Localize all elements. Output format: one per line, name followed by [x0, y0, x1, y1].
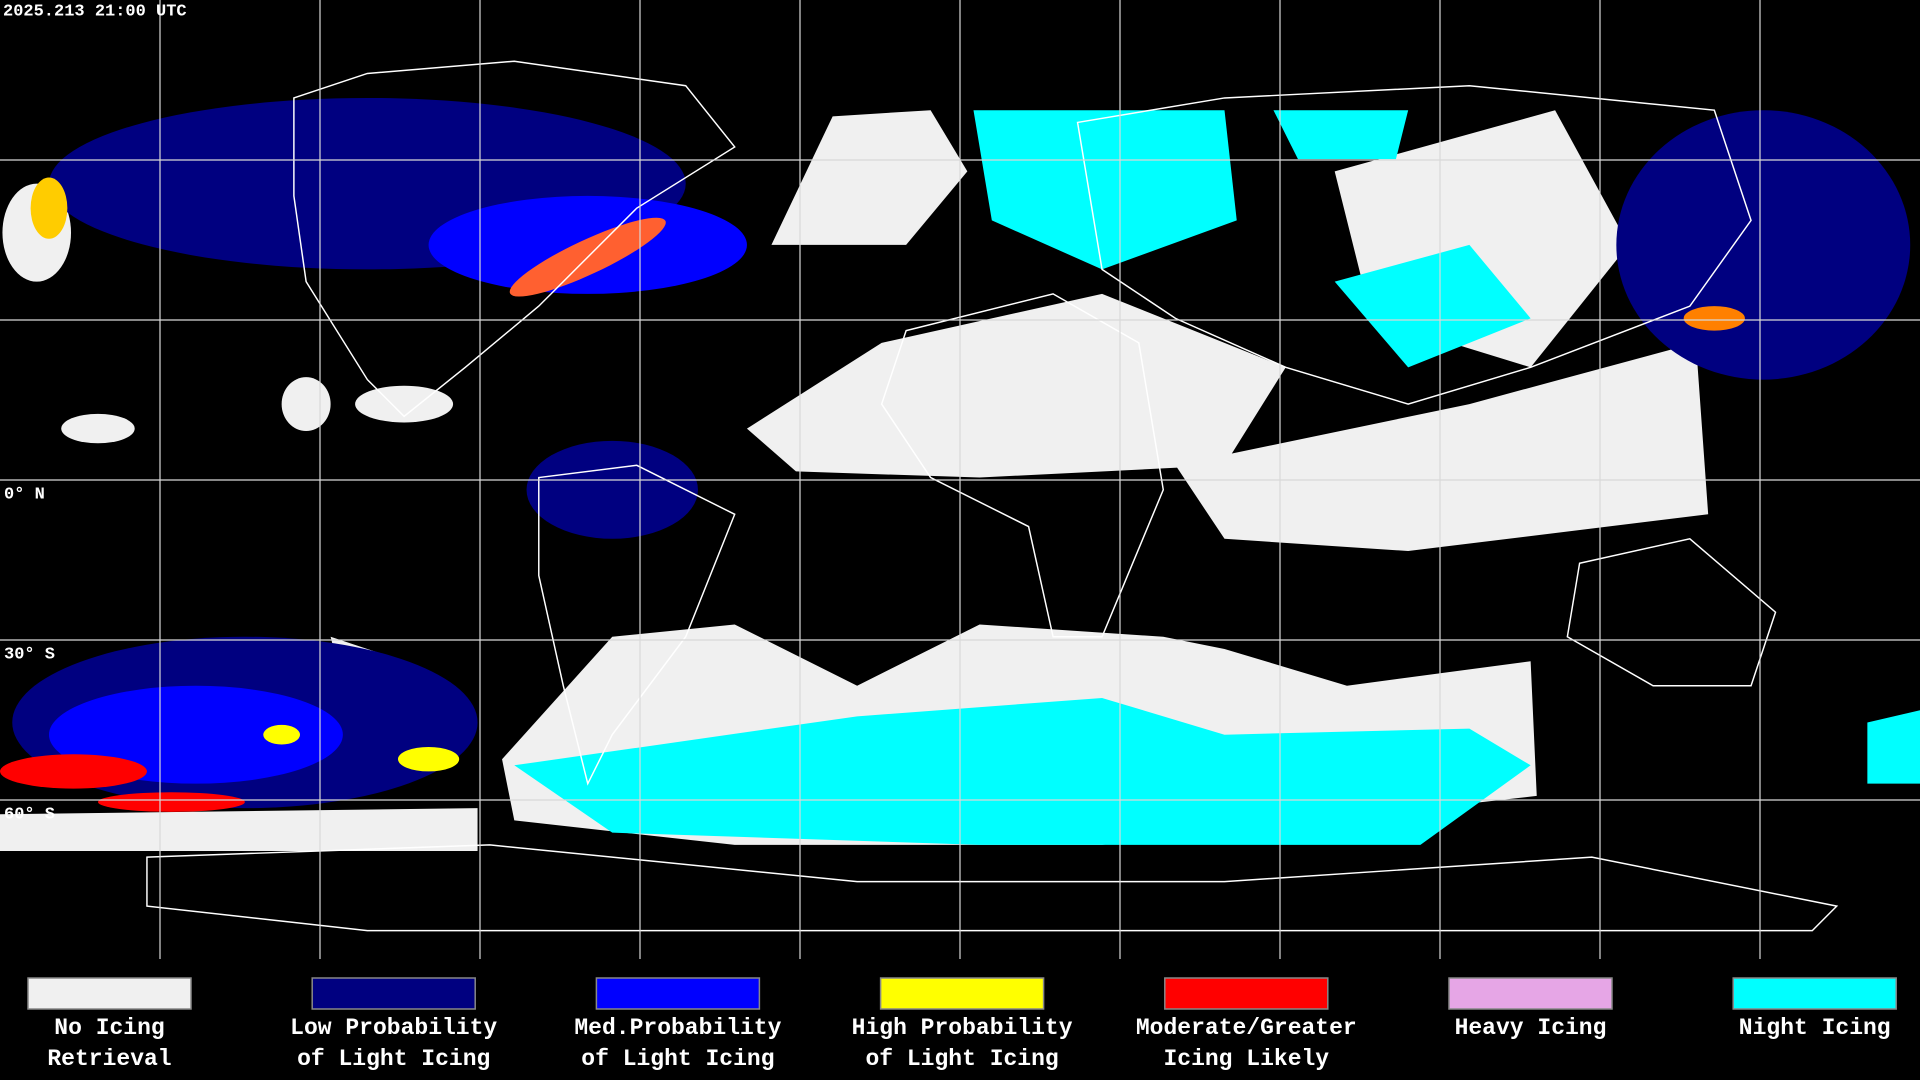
legend-label: No Icing	[54, 1015, 164, 1041]
legend-swatch	[1448, 977, 1613, 1010]
legend-label: Heavy Icing	[1455, 1015, 1607, 1041]
latitude-label: 0° N	[4, 485, 45, 504]
legend-label: Icing Likely	[1163, 1046, 1329, 1072]
legend: No Icing Retrieval Low Probability of Light…	[27, 977, 1897, 1072]
coastlines	[146, 60, 1839, 932]
legend-swatch	[27, 977, 192, 1010]
timestamp: 2025.213 21:00 UTC	[3, 2, 187, 21]
graticule	[0, 0, 1920, 959]
legend-label: Moderate/Greater	[1136, 1015, 1357, 1041]
night-icing-areas	[514, 110, 1920, 845]
legend-label: High Probability	[852, 1015, 1073, 1041]
latitude-label: 30° S	[4, 645, 55, 664]
legend-label: Low Probability	[290, 1015, 497, 1041]
legend-label: Night Icing	[1739, 1015, 1891, 1041]
legend-swatch	[1164, 977, 1329, 1010]
legend-label: of Light Icing	[297, 1046, 490, 1072]
legend-label: Retrieval	[47, 1046, 171, 1072]
latitude-labels: 0° N 30° S 60° S	[4, 485, 55, 824]
legend-swatch	[311, 977, 476, 1010]
legend-label: of Light Icing	[865, 1046, 1058, 1072]
legend-label: Med.Probability	[574, 1015, 781, 1041]
map-imagery	[0, 60, 1920, 932]
latitude-label: 60° S	[4, 805, 55, 824]
legend-swatch	[879, 977, 1045, 1010]
legend-swatch	[595, 977, 761, 1010]
legend-swatch	[1732, 977, 1897, 1010]
legend-label: of Light Icing	[581, 1046, 774, 1072]
